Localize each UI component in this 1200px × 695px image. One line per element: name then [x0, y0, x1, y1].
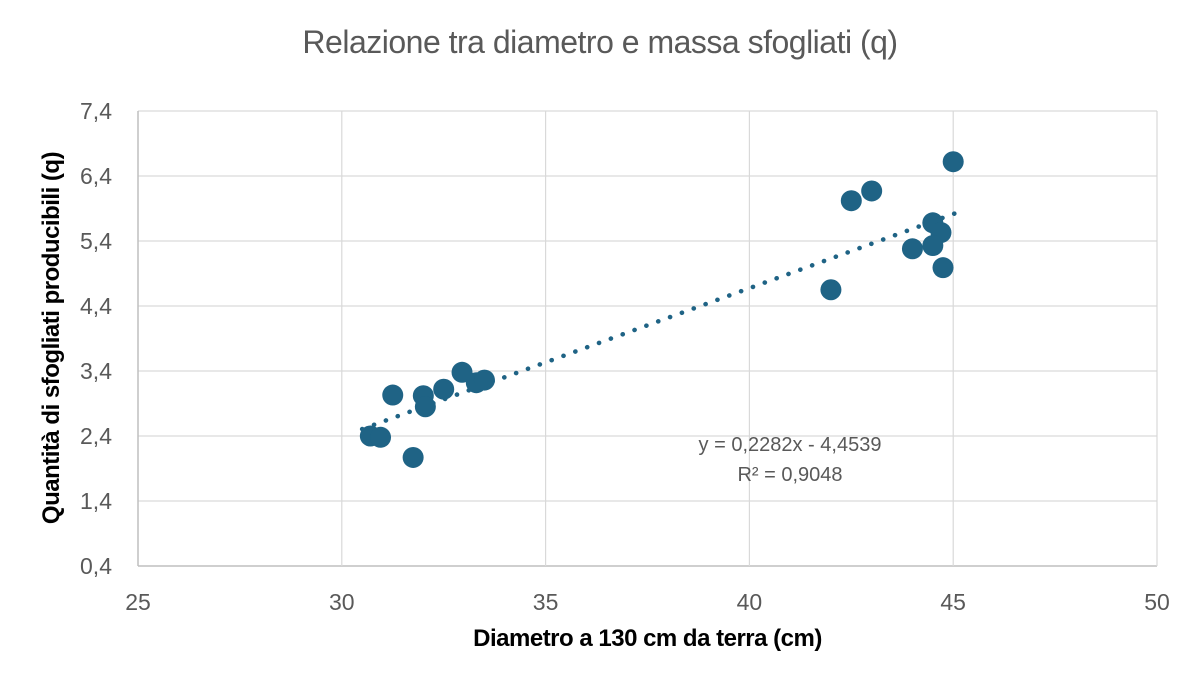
x-tick-label: 35 — [533, 589, 559, 615]
y-tick-label: 3,4 — [80, 358, 112, 384]
x-axis-label: Diametro a 130 cm da terra (cm) — [473, 625, 822, 652]
data-point — [861, 180, 883, 202]
trendline-annotation: y = 0,2282x - 4,4539 R² = 0,9048 — [699, 430, 882, 490]
y-tick-label: 2,4 — [80, 423, 112, 449]
data-point — [433, 378, 455, 400]
x-tick-label: 40 — [737, 589, 763, 615]
x-tick-label: 25 — [125, 589, 151, 615]
data-point — [901, 238, 923, 260]
trendline-equation: y = 0,2282x - 4,4539 — [698, 434, 882, 456]
chart-title: Relazione tra diametro e massa sfogliati… — [302, 24, 898, 60]
data-point — [922, 235, 944, 257]
data-point — [382, 384, 404, 406]
y-tick-label: 0,4 — [80, 553, 112, 579]
trendline — [359, 208, 964, 432]
y-tick-label: 6,4 — [80, 163, 112, 189]
data-point — [840, 190, 862, 212]
y-tick-label: 4,4 — [80, 293, 112, 319]
y-axis-label: Quantità di sfogliati producibili (q) — [38, 151, 65, 525]
y-tick-label: 7,4 — [80, 98, 112, 124]
data-point — [932, 257, 954, 279]
data-point — [414, 396, 436, 418]
data-point — [820, 279, 842, 301]
x-tick-label: 50 — [1144, 589, 1170, 615]
x-tick-label: 45 — [940, 589, 966, 615]
data-point — [370, 426, 392, 448]
y-tick-label: 1,4 — [80, 488, 112, 514]
data-point — [402, 446, 424, 468]
data-point — [942, 151, 964, 173]
data-point — [473, 369, 495, 391]
x-tick-label: 30 — [329, 589, 355, 615]
y-tick-label: 5,4 — [80, 228, 112, 254]
trendline-r2: R² = 0,9048 — [737, 464, 843, 486]
